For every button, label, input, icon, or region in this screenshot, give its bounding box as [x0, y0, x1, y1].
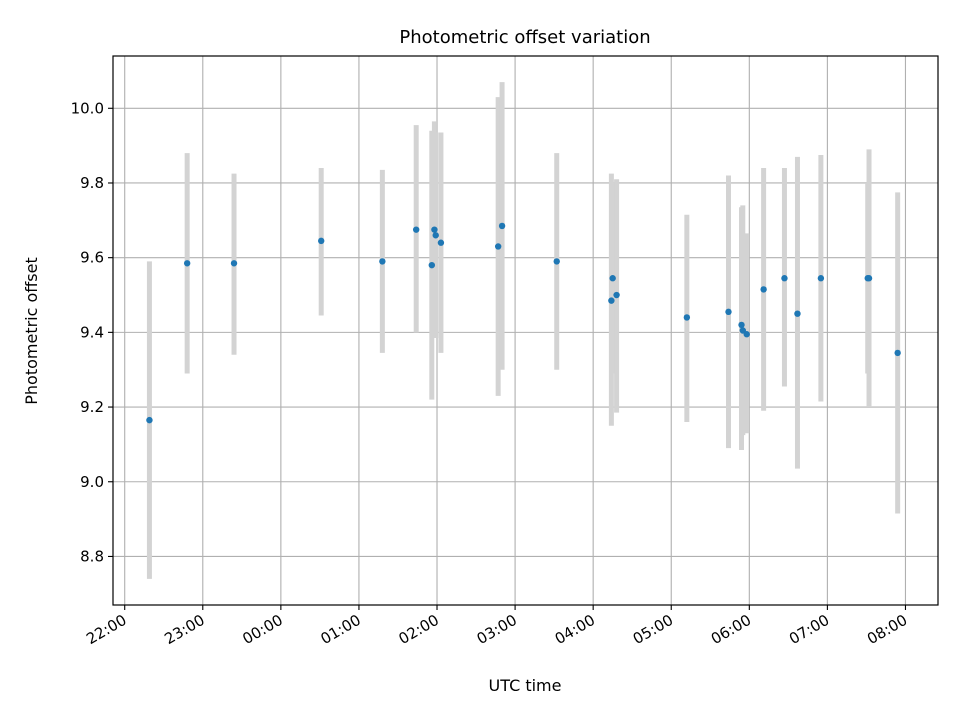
y-tick-label: 9.6: [80, 249, 104, 267]
data-points: [146, 222, 901, 424]
data-point: [183, 260, 191, 267]
data-point: [781, 275, 788, 282]
data-point: [146, 416, 153, 424]
data-point: [738, 321, 745, 329]
data-point: [725, 308, 732, 316]
x-axis-label: UTC time: [489, 676, 562, 695]
data-point: [428, 261, 436, 269]
data-point: [817, 275, 825, 282]
y-tick-label: 9.0: [80, 473, 104, 491]
y-tick-label: 8.8: [80, 547, 104, 565]
y-tick-label: 9.4: [80, 323, 104, 341]
data-point: [230, 260, 238, 267]
y-tick-label: 10.0: [71, 99, 104, 117]
y-tick-label: 9.8: [80, 174, 104, 192]
data-point: [794, 310, 801, 317]
data-point: [318, 237, 325, 245]
data-point: [494, 243, 502, 250]
data-point: [683, 314, 691, 321]
data-point: [609, 275, 616, 282]
data-point: [379, 258, 386, 265]
chart-title: Photometric offset variation: [399, 27, 650, 48]
data-point: [498, 222, 506, 230]
data-point: [743, 331, 750, 338]
data-point: [894, 349, 901, 357]
y-tick-label: 9.2: [80, 398, 104, 416]
data-point: [613, 291, 620, 299]
y-axis-label: Photometric offset: [22, 257, 41, 405]
data-point: [553, 258, 560, 265]
data-point: [760, 286, 767, 293]
plot-frame: [112, 55, 939, 606]
data-point: [431, 226, 438, 233]
data-point: [865, 275, 873, 282]
grid-lines: [113, 56, 938, 605]
y-axis: 8.8 9.0 9.2 9.4 9.6 9.8 10.0: [71, 99, 113, 565]
data-point: [437, 239, 445, 246]
data-point: [608, 297, 615, 304]
data-point: [432, 232, 439, 239]
data-point: [412, 226, 420, 233]
